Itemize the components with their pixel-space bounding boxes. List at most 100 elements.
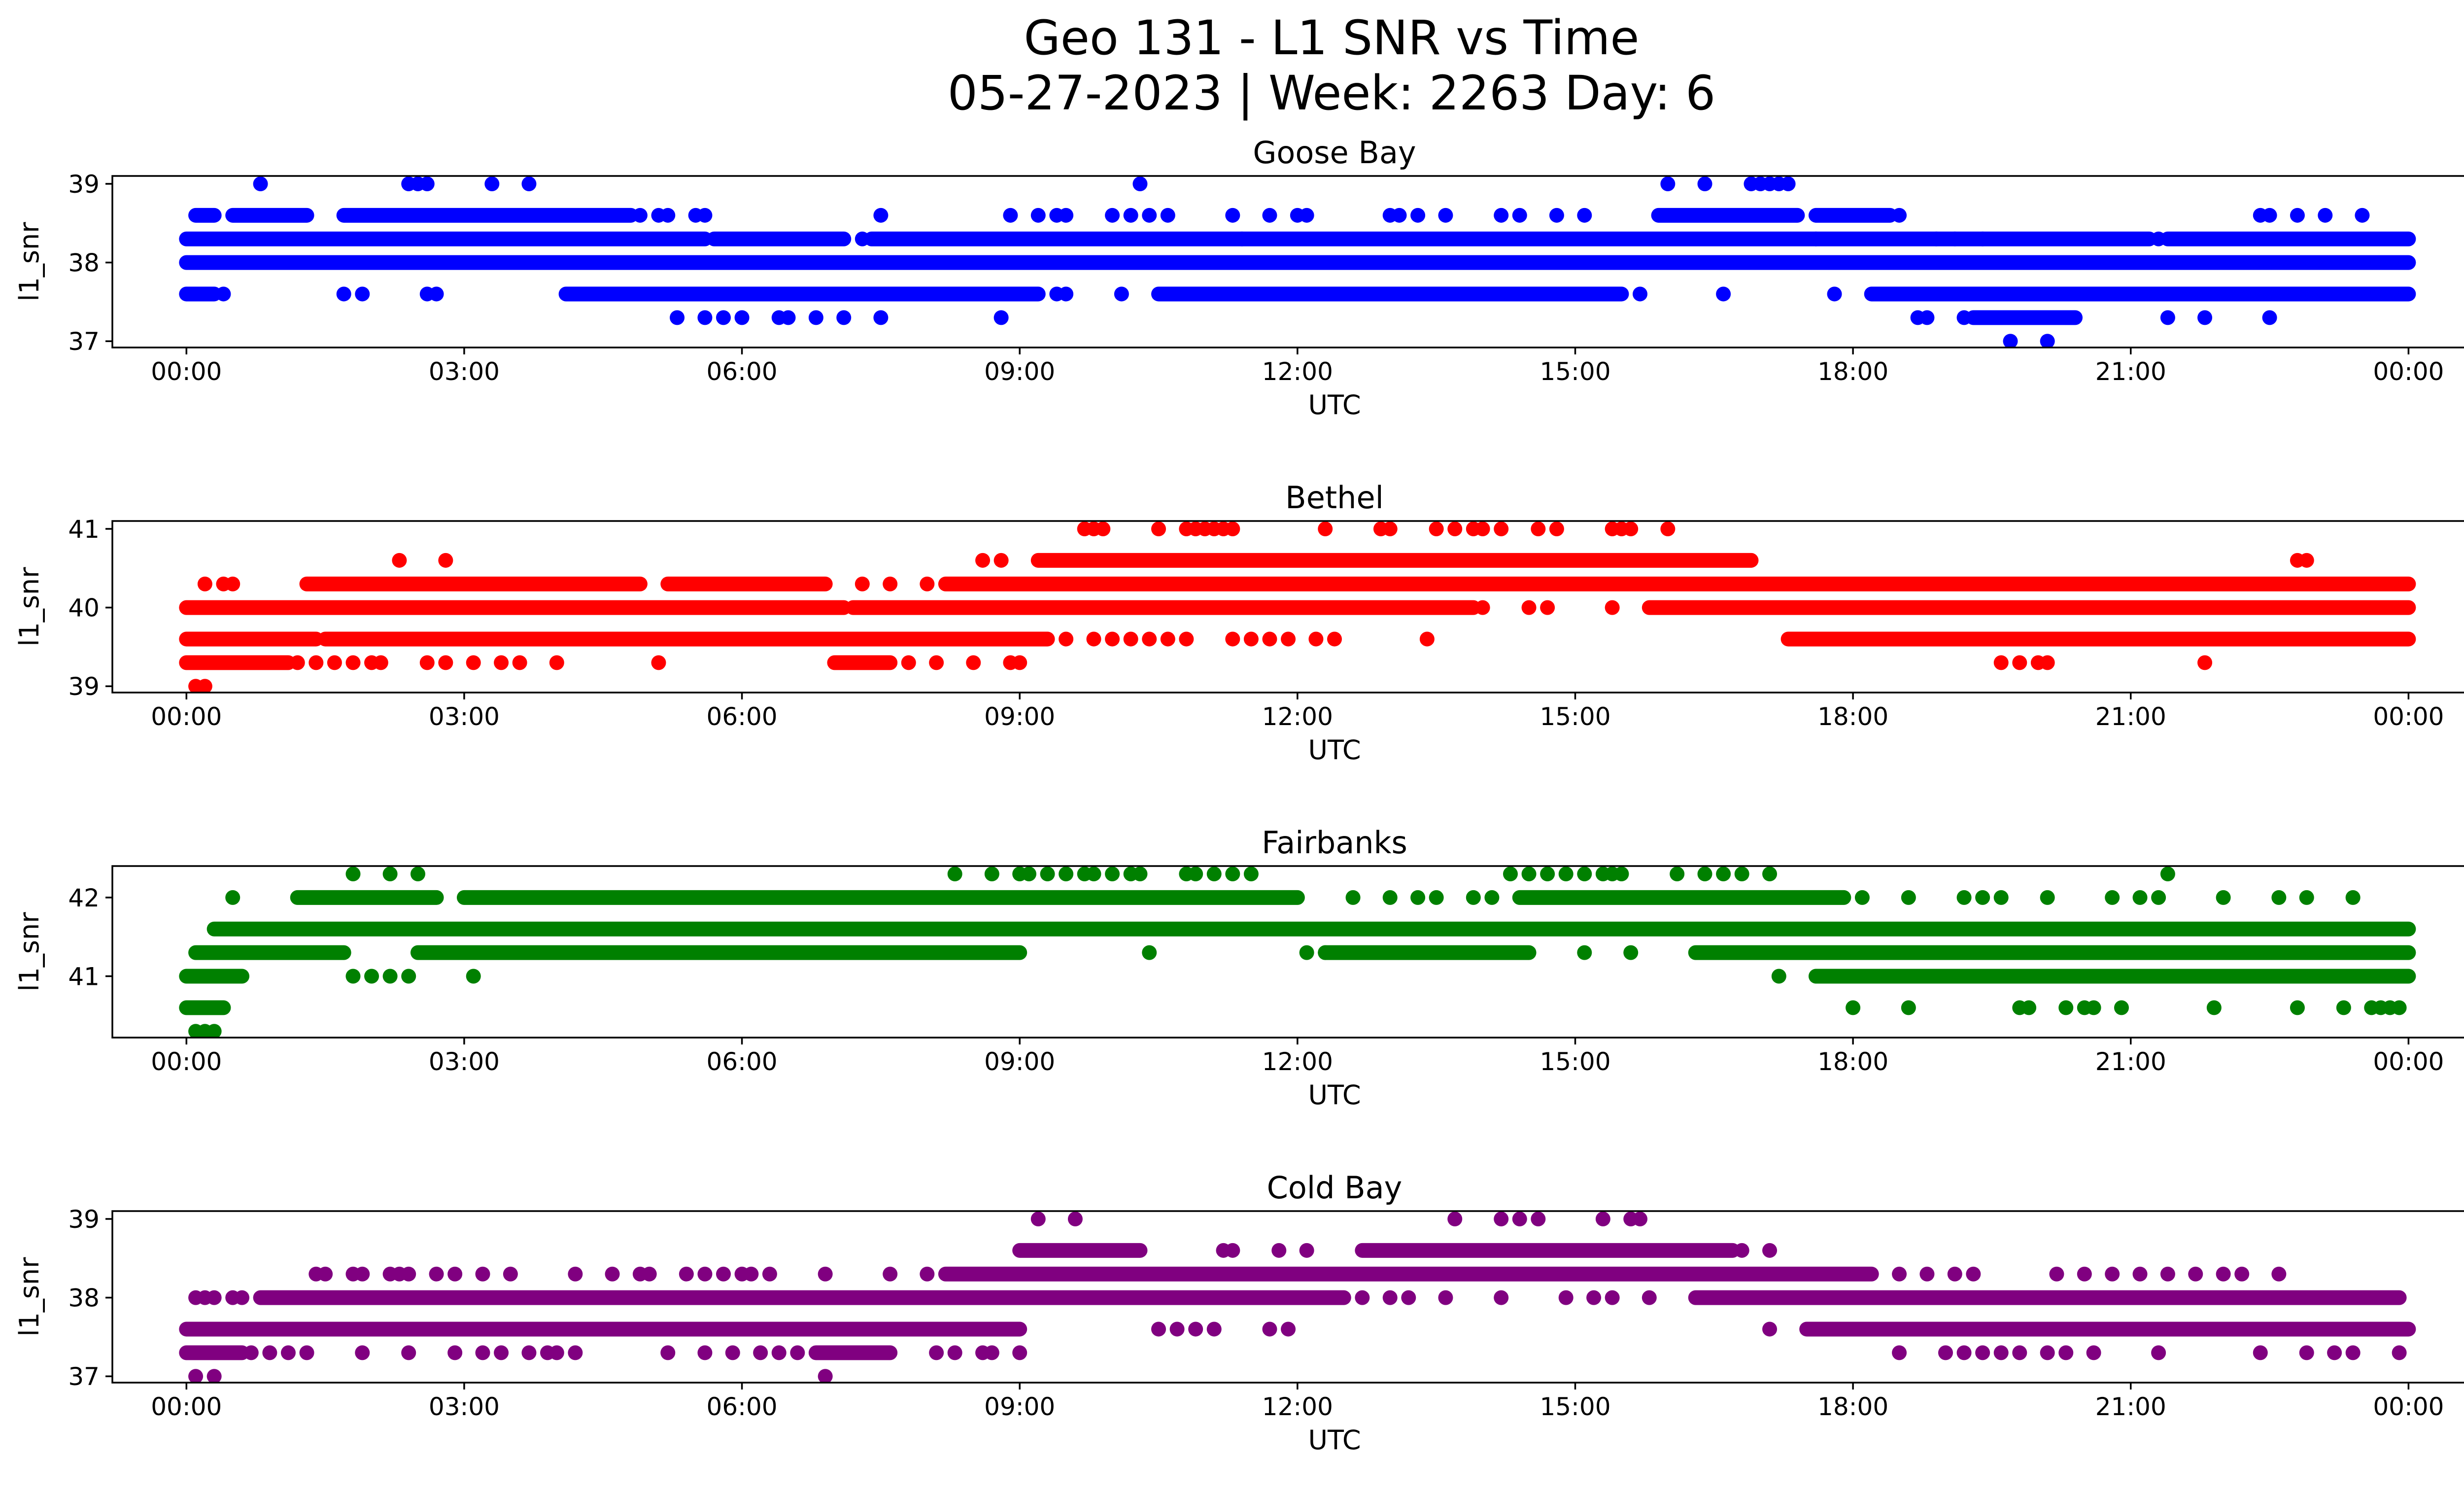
cold-bay-point <box>1447 1211 1463 1226</box>
cold-bay-point <box>1225 1243 1240 1258</box>
goose-bay-point <box>632 208 648 223</box>
goose-bay-ylabel: l1_snr <box>14 222 45 302</box>
cold-bay-point <box>920 1266 935 1282</box>
cold-bay-xtick-label: 00:00 <box>2373 1392 2444 1421</box>
fairbanks-point <box>1993 890 2009 905</box>
cold-bay-point <box>1382 1290 1398 1305</box>
goose-bay-points <box>179 176 2416 348</box>
goose-bay-point <box>1059 286 1074 302</box>
bethel-point <box>901 655 916 670</box>
fairbanks-point <box>2040 890 2055 905</box>
goose-bay-point <box>1225 208 1240 223</box>
bethel-point <box>1308 631 1324 647</box>
fairbanks-point <box>1577 866 1592 881</box>
fairbanks-point <box>1243 866 1259 881</box>
goose-bay-point <box>1808 231 1823 246</box>
bethel-xtick-label: 18:00 <box>1817 702 1888 731</box>
fairbanks-point <box>2336 1000 2351 1015</box>
fairbanks-point <box>1318 945 1333 960</box>
cold-bay-point <box>753 1345 768 1360</box>
goose-bay-xtick-label: 18:00 <box>1817 357 1888 386</box>
fairbanks-point <box>1901 890 1916 905</box>
goose-bay-point <box>1262 208 1277 223</box>
fairbanks-point <box>1762 866 1778 881</box>
bethel-point <box>1179 631 1194 647</box>
goose-bay-point <box>1030 208 1046 223</box>
fairbanks-point <box>1521 866 1537 881</box>
cold-bay-ytick-label: 37 <box>68 1362 100 1391</box>
goose-bay-point <box>1697 176 1712 191</box>
cold-bay-point <box>206 1369 222 1383</box>
fairbanks-point <box>225 890 240 905</box>
cold-bay-point <box>475 1345 490 1360</box>
cold-bay-ytick-label: 38 <box>68 1284 100 1313</box>
goose-bay-point <box>2003 334 2018 348</box>
cold-bay-ytick-label: 39 <box>68 1205 100 1234</box>
bethel-point <box>197 576 212 591</box>
bethel-point <box>975 553 991 568</box>
bethel-point <box>1521 600 1537 615</box>
bethel-xtick-label: 21:00 <box>2095 702 2166 731</box>
cold-bay-point <box>355 1266 370 1282</box>
goose-bay-point <box>660 208 676 223</box>
fairbanks-point <box>1299 945 1314 960</box>
goose-bay-point <box>2262 208 2277 223</box>
fairbanks-xtick-label: 21:00 <box>2095 1047 2166 1076</box>
cold-bay-point <box>1633 1211 1647 1226</box>
goose-bay-point <box>1827 286 1842 302</box>
bethel-point <box>1475 600 1490 615</box>
cold-bay-point <box>1993 1345 2009 1360</box>
cold-bay-point <box>818 1266 833 1282</box>
bethel-point <box>1059 631 1074 647</box>
goose-bay-point <box>429 286 444 302</box>
cold-bay-point <box>2160 1266 2175 1282</box>
cold-bay-point <box>2105 1266 2120 1282</box>
cold-bay-point <box>1762 1243 1778 1258</box>
cold-bay-point <box>2253 1345 2268 1360</box>
fairbanks-point <box>1716 866 1731 881</box>
cold-bay-point <box>447 1266 463 1282</box>
bethel-point <box>225 576 240 591</box>
fairbanks-xtick-label: 03:00 <box>429 1047 500 1076</box>
fairbanks-point <box>1670 866 1685 881</box>
goose-bay-point <box>1234 231 1250 246</box>
bethel-point <box>373 655 388 670</box>
goose-bay-point <box>2290 208 2305 223</box>
cold-bay-point <box>494 1345 509 1360</box>
cold-bay-point <box>642 1266 657 1282</box>
cold-bay-point <box>235 1290 250 1305</box>
goose-bay-point <box>2262 310 2277 325</box>
goose-bay-xtick-label: 00:00 <box>2373 357 2444 386</box>
goose-bay-point <box>1577 208 1592 223</box>
bethel-point <box>1623 521 1639 536</box>
cold-bay-point <box>568 1266 583 1282</box>
bethel-point <box>1494 521 1509 536</box>
goose-bay-point <box>873 310 889 325</box>
bethel-point <box>2012 655 2027 670</box>
bethel-xlabel: UTC <box>1308 734 1361 765</box>
bethel-xtick-label: 00:00 <box>2373 702 2444 731</box>
cold-bay-point <box>2327 1345 2342 1360</box>
bethel-point <box>290 655 305 670</box>
fairbanks-xtick-label: 12:00 <box>1262 1047 1333 1076</box>
cold-bay-point <box>2086 1345 2101 1360</box>
cold-bay-xtick-label: 00:00 <box>151 1392 222 1421</box>
fairbanks-point <box>1484 890 1500 905</box>
bethel-point <box>1123 631 1138 647</box>
goose-bay-point <box>2040 334 2055 348</box>
goose-bay-point <box>855 231 870 246</box>
cold-bay-point <box>679 1266 694 1282</box>
fairbanks-point <box>1022 866 1036 881</box>
cold-bay-point <box>1595 1211 1610 1226</box>
goose-bay-point <box>521 176 537 191</box>
goose-bay-point <box>1947 231 1962 246</box>
fairbanks-point <box>2206 1000 2222 1015</box>
bethel-xtick-label: 06:00 <box>707 702 778 731</box>
goose-bay-point <box>1892 208 1907 223</box>
cold-bay-point <box>605 1266 620 1282</box>
cold-bay-xtick-label: 18:00 <box>1817 1392 1888 1421</box>
cold-bay-xtick-label: 09:00 <box>984 1392 1055 1421</box>
cold-bay-point <box>2392 1345 2407 1360</box>
fairbanks-point <box>1577 945 1592 960</box>
fairbanks-point <box>1540 866 1555 881</box>
